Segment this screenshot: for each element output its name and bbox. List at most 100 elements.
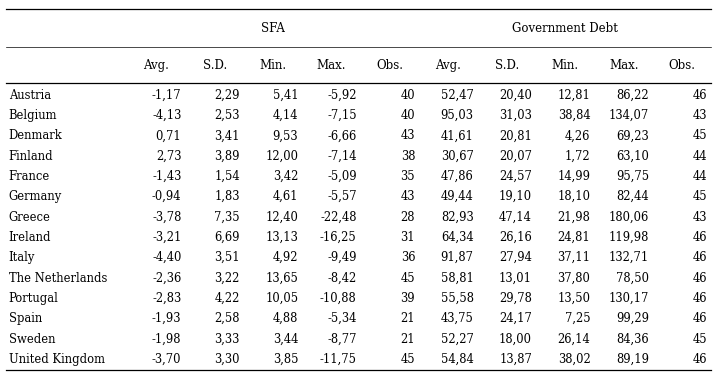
Text: Obs.: Obs. bbox=[377, 59, 403, 72]
Text: -1,98: -1,98 bbox=[152, 332, 182, 346]
Text: 43: 43 bbox=[400, 190, 415, 203]
Text: 3,30: 3,30 bbox=[214, 353, 240, 366]
Text: Obs.: Obs. bbox=[669, 59, 696, 72]
Text: 0,71: 0,71 bbox=[156, 129, 182, 142]
Text: 21: 21 bbox=[400, 332, 415, 346]
Text: 2,73: 2,73 bbox=[156, 150, 182, 163]
Text: 41,61: 41,61 bbox=[440, 129, 473, 142]
Text: Germany: Germany bbox=[9, 190, 61, 203]
Text: 130,17: 130,17 bbox=[608, 292, 649, 305]
Text: 58,81: 58,81 bbox=[440, 272, 473, 285]
Text: S.D.: S.D. bbox=[495, 59, 519, 72]
Text: Finland: Finland bbox=[9, 150, 53, 163]
Text: 44: 44 bbox=[693, 150, 707, 163]
Text: 3,51: 3,51 bbox=[214, 251, 240, 264]
Text: 3,44: 3,44 bbox=[273, 332, 298, 346]
Text: 43,75: 43,75 bbox=[440, 312, 473, 325]
Text: 12,40: 12,40 bbox=[265, 211, 298, 224]
Text: -3,21: -3,21 bbox=[152, 231, 182, 244]
Text: 37,80: 37,80 bbox=[558, 272, 591, 285]
Text: 45: 45 bbox=[693, 129, 707, 142]
Text: 7,25: 7,25 bbox=[565, 312, 591, 325]
Text: 13,50: 13,50 bbox=[558, 292, 591, 305]
Text: 180,06: 180,06 bbox=[608, 211, 649, 224]
Text: 24,17: 24,17 bbox=[499, 312, 532, 325]
Text: 24,57: 24,57 bbox=[499, 170, 532, 183]
Text: 7,35: 7,35 bbox=[214, 211, 240, 224]
Text: 95,75: 95,75 bbox=[616, 170, 649, 183]
Text: 45: 45 bbox=[693, 332, 707, 346]
Text: 86,22: 86,22 bbox=[616, 89, 649, 102]
Text: Max.: Max. bbox=[317, 59, 346, 72]
Text: -0,94: -0,94 bbox=[152, 190, 182, 203]
Text: 36: 36 bbox=[400, 251, 415, 264]
Text: 46: 46 bbox=[693, 312, 707, 325]
Text: -2,36: -2,36 bbox=[152, 272, 182, 285]
Text: 119,98: 119,98 bbox=[608, 231, 649, 244]
Text: 21: 21 bbox=[400, 312, 415, 325]
Text: 4,88: 4,88 bbox=[273, 312, 298, 325]
Text: -11,75: -11,75 bbox=[320, 353, 357, 366]
Text: 12,00: 12,00 bbox=[265, 150, 298, 163]
Text: Government Debt: Government Debt bbox=[513, 22, 618, 35]
Text: 99,29: 99,29 bbox=[616, 312, 649, 325]
Text: 45: 45 bbox=[400, 353, 415, 366]
Text: 31,03: 31,03 bbox=[499, 109, 532, 122]
Text: 2,58: 2,58 bbox=[214, 312, 240, 325]
Text: The Netherlands: The Netherlands bbox=[9, 272, 107, 285]
Text: 43: 43 bbox=[693, 109, 707, 122]
Text: Sweden: Sweden bbox=[9, 332, 55, 346]
Text: SFA: SFA bbox=[261, 22, 285, 35]
Text: 38: 38 bbox=[400, 150, 415, 163]
Text: -1,17: -1,17 bbox=[152, 89, 182, 102]
Text: 95,03: 95,03 bbox=[440, 109, 473, 122]
Text: -2,83: -2,83 bbox=[152, 292, 182, 305]
Text: -4,40: -4,40 bbox=[152, 251, 182, 264]
Text: United Kingdom: United Kingdom bbox=[9, 353, 104, 366]
Text: -7,15: -7,15 bbox=[327, 109, 357, 122]
Text: 1,83: 1,83 bbox=[214, 190, 240, 203]
Text: 4,14: 4,14 bbox=[273, 109, 298, 122]
Text: 46: 46 bbox=[693, 89, 707, 102]
Text: 3,41: 3,41 bbox=[214, 129, 240, 142]
Text: Spain: Spain bbox=[9, 312, 42, 325]
Text: 46: 46 bbox=[693, 231, 707, 244]
Text: 21,98: 21,98 bbox=[558, 211, 591, 224]
Text: 3,33: 3,33 bbox=[214, 332, 240, 346]
Text: France: France bbox=[9, 170, 50, 183]
Text: 18,00: 18,00 bbox=[499, 332, 532, 346]
Text: 46: 46 bbox=[693, 292, 707, 305]
Text: 6,69: 6,69 bbox=[214, 231, 240, 244]
Text: 55,58: 55,58 bbox=[440, 292, 473, 305]
Text: Min.: Min. bbox=[260, 59, 287, 72]
Text: Ireland: Ireland bbox=[9, 231, 51, 244]
Text: Min.: Min. bbox=[552, 59, 579, 72]
Text: 40: 40 bbox=[400, 89, 415, 102]
Text: 46: 46 bbox=[693, 353, 707, 366]
Text: 3,85: 3,85 bbox=[273, 353, 298, 366]
Text: 46: 46 bbox=[693, 272, 707, 285]
Text: 12,81: 12,81 bbox=[558, 89, 591, 102]
Text: 78,50: 78,50 bbox=[616, 272, 649, 285]
Text: -6,66: -6,66 bbox=[327, 129, 357, 142]
Text: 40: 40 bbox=[400, 109, 415, 122]
Text: 1,54: 1,54 bbox=[214, 170, 240, 183]
Text: Belgium: Belgium bbox=[9, 109, 57, 122]
Text: 2,53: 2,53 bbox=[214, 109, 240, 122]
Text: 39: 39 bbox=[400, 292, 415, 305]
Text: 13,65: 13,65 bbox=[265, 272, 298, 285]
Text: Austria: Austria bbox=[9, 89, 51, 102]
Text: 38,84: 38,84 bbox=[558, 109, 591, 122]
Text: 26,14: 26,14 bbox=[558, 332, 591, 346]
Text: Max.: Max. bbox=[609, 59, 638, 72]
Text: 49,44: 49,44 bbox=[441, 190, 473, 203]
Text: -5,57: -5,57 bbox=[327, 190, 357, 203]
Text: 89,19: 89,19 bbox=[616, 353, 649, 366]
Text: 30,67: 30,67 bbox=[440, 150, 473, 163]
Text: 13,87: 13,87 bbox=[499, 353, 532, 366]
Text: -5,09: -5,09 bbox=[327, 170, 357, 183]
Text: 24,81: 24,81 bbox=[558, 231, 591, 244]
Text: 29,78: 29,78 bbox=[499, 292, 532, 305]
Text: 52,47: 52,47 bbox=[440, 89, 473, 102]
Text: Portugal: Portugal bbox=[9, 292, 59, 305]
